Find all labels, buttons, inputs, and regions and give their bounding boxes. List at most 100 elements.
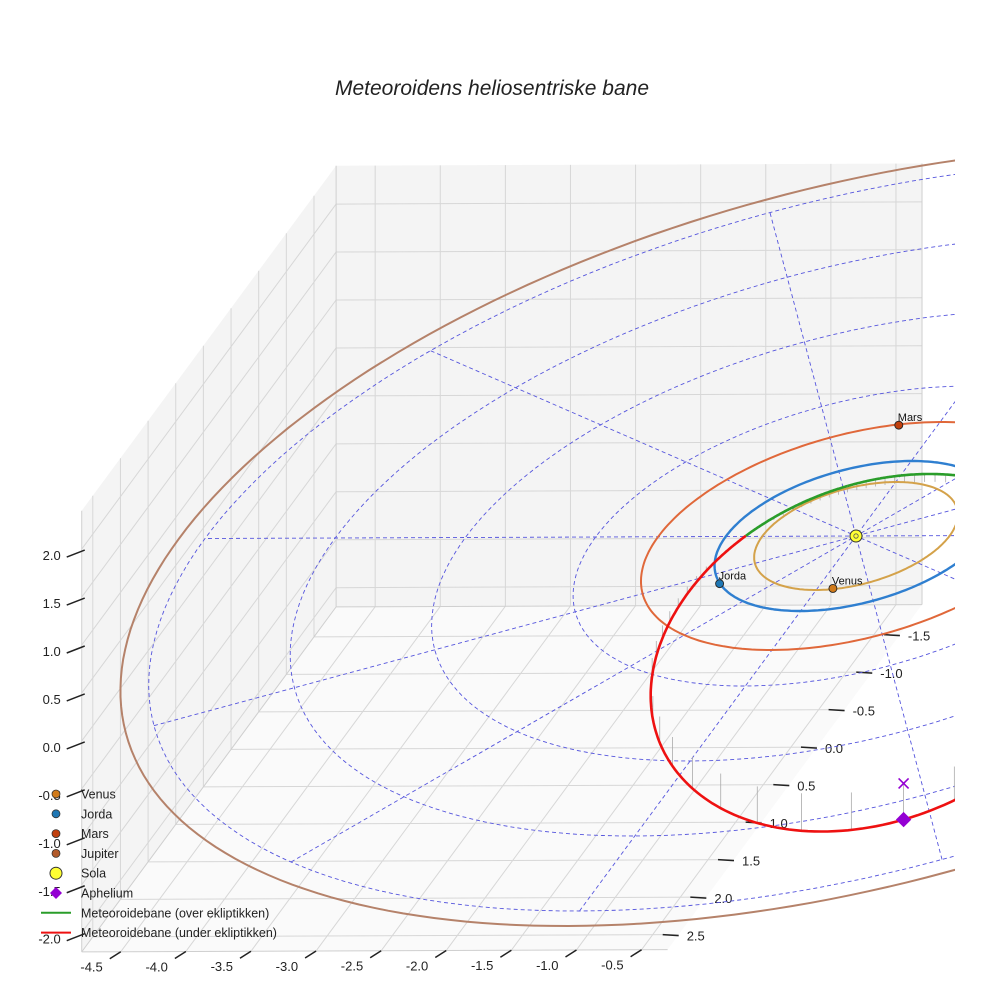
z-tick-mark	[66, 549, 86, 558]
z-tick-mark	[66, 597, 86, 606]
x-tick-mark	[369, 950, 382, 959]
grid-line	[576, 604, 832, 951]
x-tick-label: -2.5	[341, 959, 363, 974]
legend-item-mars: Mars	[51, 827, 109, 841]
y-tick-label: -1.0	[880, 666, 902, 681]
x-tick-mark	[499, 949, 512, 958]
grid-line	[336, 537, 923, 541]
grid-line	[336, 297, 923, 301]
aphelion-marker	[895, 811, 912, 828]
grid-line	[313, 634, 900, 638]
x-tick-mark	[109, 951, 122, 960]
grid-line	[231, 746, 817, 750]
y-tick-mark	[662, 933, 679, 937]
planet-marker-venus	[828, 583, 838, 593]
x-tick-mark	[174, 950, 187, 960]
grid-line	[81, 203, 337, 550]
legend-label-jupiter: Jupiter	[81, 847, 119, 861]
y-tick-mark	[773, 783, 790, 787]
grid-line	[81, 299, 337, 646]
box-edge	[81, 606, 337, 953]
grid-line	[175, 821, 762, 825]
y-tick-label: -0.5	[853, 704, 875, 719]
x-tick-label: -3.0	[276, 959, 298, 974]
y-tick-mark	[800, 746, 817, 749]
orbit-jorda	[713, 459, 955, 613]
grid-line	[81, 251, 337, 598]
z-tick-mark	[66, 933, 86, 942]
planet-marker-jorda	[715, 579, 725, 589]
legend-item-meteoroidebane-over-ekliptikken: Meteoroidebane (over ekliptikken)	[41, 906, 269, 920]
z-tick-label: -1.0	[38, 836, 60, 851]
z-tick-label: 1.0	[43, 644, 61, 659]
legend-marker-sola	[49, 866, 63, 880]
legend-label-meteoroidebane-under-ekliptikken: Meteoroidebane (under ekliptikken)	[81, 926, 277, 940]
y-tick-label: 1.5	[742, 854, 760, 869]
z-tick-mark	[66, 741, 86, 750]
grid-line	[81, 587, 337, 933]
z-tick-mark	[66, 645, 86, 654]
meteoroid-orbit	[649, 472, 955, 833]
x-tick-mark	[434, 949, 447, 959]
x-tick-mark	[565, 949, 577, 958]
z-tick-mark	[66, 789, 86, 798]
z-tick-mark	[66, 885, 86, 894]
grid-line	[336, 249, 923, 253]
y-tick-mark	[883, 633, 900, 637]
x-tick-label: -4.5	[80, 960, 102, 975]
markers: Venus Jorda Mars	[715, 412, 923, 828]
grid-line	[445, 605, 702, 951]
y-axis-ticks: -1.5-1.0-0.50.00.51.01.52.02.5	[662, 629, 930, 944]
back-wall-left	[81, 165, 337, 952]
y-tick-mark	[856, 671, 873, 674]
legend-marker-mars	[51, 829, 61, 838]
grid-line	[92, 934, 679, 938]
orbit-jupiter	[119, 159, 955, 928]
x-tick-mark	[630, 949, 642, 958]
planet-marker-mars	[894, 420, 904, 430]
x-tick-mark	[239, 950, 252, 959]
legend-item-venus: Venus	[51, 788, 116, 802]
y-tick-label: 2.0	[714, 891, 732, 906]
grid-line	[81, 347, 337, 694]
planet-orbits	[119, 159, 955, 928]
grid-line	[510, 604, 767, 951]
y-tick-label: 0.0	[825, 741, 843, 756]
floor-pane	[81, 604, 922, 952]
sun-marker-core	[853, 533, 859, 539]
grid-line	[148, 859, 734, 863]
grid-line	[81, 539, 337, 886]
legend-marker-jorda	[51, 809, 61, 819]
z-tick-label: 2.0	[43, 548, 61, 563]
orbit-venus	[753, 481, 955, 591]
chart-title: Meteoroidens heliosentriske bane	[335, 77, 649, 100]
legend-label-aphelium: Aphelium	[81, 887, 133, 901]
y-tick-mark	[690, 896, 707, 899]
meteoroid-orbit-below-ecliptic	[649, 534, 955, 833]
y-tick-label: -1.5	[908, 629, 930, 644]
x-tick-mark	[304, 950, 317, 959]
aphelion-projection-marker	[898, 777, 910, 789]
y-tick-mark	[828, 708, 845, 712]
legend-label-venus: Venus	[81, 788, 116, 802]
z-tick-label: -2.0	[38, 932, 60, 947]
meteoroid-orbit-above-ecliptic	[847, 472, 955, 488]
box-edge	[336, 604, 923, 608]
grid-line	[250, 605, 506, 952]
grid-line	[336, 345, 923, 349]
grid-line	[336, 489, 923, 493]
grid-line	[286, 671, 873, 675]
orbit-mars	[640, 421, 955, 651]
grid-line	[336, 393, 923, 397]
grid-line	[336, 201, 923, 205]
grid-line	[336, 584, 923, 589]
grid-line	[120, 896, 707, 900]
z-tick-mark	[66, 693, 86, 702]
y-tick-label: 0.5	[797, 779, 815, 794]
legend-marker-jupiter	[51, 849, 61, 858]
z-axis-ticks: -2.0-1.5-1.0-0.50.00.51.01.52.0	[38, 548, 86, 947]
legend-item-aphelium: Aphelium	[50, 887, 133, 901]
legend: Venus Jorda Mars Jupiter Sola Aphelium Meteoro…	[41, 788, 277, 940]
x-tick-label: -3.5	[211, 959, 233, 974]
